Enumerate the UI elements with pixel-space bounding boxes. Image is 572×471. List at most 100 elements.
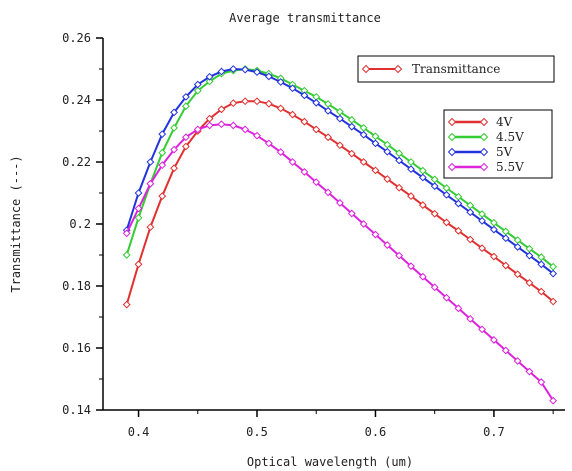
series-5-5v — [122, 120, 558, 405]
data-point — [264, 72, 273, 81]
data-point — [513, 357, 522, 365]
data-point — [395, 149, 404, 158]
x-tick-label: 0.4 — [128, 425, 150, 439]
data-point — [134, 213, 143, 222]
data-point — [466, 235, 475, 244]
data-point — [158, 192, 167, 201]
data-point — [217, 105, 226, 114]
data-point — [253, 97, 261, 106]
data-point — [264, 99, 273, 108]
y-axis-label: Transmittance (---) — [9, 155, 23, 292]
data-point — [134, 260, 143, 269]
data-point — [158, 161, 167, 170]
data-point — [537, 253, 546, 262]
data-point — [336, 141, 344, 150]
data-point — [193, 86, 202, 95]
data-point — [229, 99, 238, 108]
data-point — [501, 346, 510, 355]
legend-item: 4V — [447, 115, 513, 129]
data-point — [490, 225, 498, 234]
legend-marker — [447, 162, 457, 172]
data-point — [336, 199, 344, 207]
data-point — [324, 106, 332, 115]
data-point — [146, 158, 155, 166]
y-tick-label: 0.22 — [62, 155, 91, 169]
data-point — [454, 199, 463, 208]
data-point — [336, 114, 344, 123]
data-point — [407, 165, 415, 174]
data-point — [395, 183, 404, 192]
x-axis-label: Optical wavelength (um) — [247, 455, 413, 469]
data-point — [537, 378, 546, 387]
data-point — [241, 65, 250, 74]
y-tick-label: 0.24 — [62, 93, 91, 107]
legend-label: 4V — [496, 115, 513, 129]
y-tick-label: 0.18 — [62, 279, 91, 293]
y-tick-label: 0.26 — [62, 31, 91, 45]
data-point — [501, 261, 510, 270]
data-point — [454, 226, 463, 235]
data-point — [134, 189, 143, 197]
data-point — [264, 139, 273, 148]
data-point — [395, 251, 404, 260]
legend-marker — [479, 147, 489, 157]
data-point — [158, 130, 167, 139]
data-point — [478, 325, 486, 334]
data-point — [371, 230, 380, 239]
data-point — [490, 252, 498, 261]
series-5v — [122, 65, 558, 278]
data-point — [383, 147, 392, 156]
data-point — [182, 142, 190, 151]
data-point — [193, 80, 202, 89]
legend-title-box: Transmittance — [357, 55, 555, 83]
data-point — [324, 133, 332, 142]
data-point — [513, 270, 522, 279]
data-point — [395, 156, 404, 165]
data-point — [205, 77, 214, 86]
data-point — [418, 272, 427, 281]
x-tick-label: 0.5 — [246, 425, 268, 439]
data-point — [276, 148, 285, 156]
data-point — [312, 178, 321, 187]
data-point — [430, 209, 439, 218]
data-point — [182, 133, 190, 142]
data-point — [549, 269, 558, 278]
legend-marker — [479, 162, 489, 172]
y-tick-label: 0.16 — [62, 341, 91, 355]
data-point — [383, 241, 392, 249]
legend-label: 4.5V — [496, 130, 524, 144]
data-point — [229, 65, 238, 73]
data-point — [134, 204, 143, 213]
data-point — [170, 123, 178, 132]
data-point — [383, 175, 392, 183]
legend-title-label: Transmittance — [412, 62, 500, 76]
data-point — [418, 173, 427, 182]
data-point — [122, 229, 131, 238]
plot-axes: 0.14 0.16 0.18 0.2 0.22 0.24 0.26 0.4 0.5 0.6 0.7 — [62, 31, 565, 439]
data-point — [407, 262, 415, 271]
data-point — [442, 190, 451, 199]
legend-item: 5V — [447, 145, 513, 159]
data-point — [347, 149, 356, 158]
legend-item: 4.5V — [447, 130, 524, 144]
data-point — [525, 278, 534, 287]
data-point — [288, 84, 297, 93]
data-point — [549, 396, 558, 405]
data-point — [122, 300, 131, 309]
data-point — [383, 140, 392, 149]
data-point — [170, 108, 178, 117]
data-point — [193, 125, 202, 134]
data-point — [347, 209, 356, 218]
data-point — [300, 168, 309, 176]
data-point — [537, 287, 546, 296]
data-point — [300, 91, 309, 100]
legend-marker — [447, 132, 457, 142]
data-point — [359, 220, 368, 228]
data-point — [229, 121, 238, 130]
legend-marker — [479, 117, 489, 127]
data-point — [442, 293, 451, 302]
data-point — [288, 110, 297, 119]
data-point — [407, 192, 415, 201]
